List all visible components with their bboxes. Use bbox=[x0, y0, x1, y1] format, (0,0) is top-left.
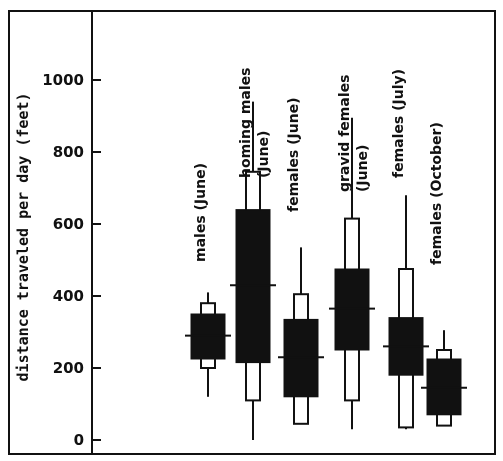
y-tick-label: 0 bbox=[74, 431, 84, 449]
box-group bbox=[185, 292, 231, 397]
group-label: (June) bbox=[355, 145, 371, 192]
y-tick-label: 1000 bbox=[42, 71, 84, 89]
plot-frame bbox=[8, 10, 496, 455]
group-label: homing males bbox=[238, 68, 254, 179]
group-label: males (June) bbox=[193, 163, 209, 262]
box-group bbox=[278, 247, 324, 425]
y-tick-label: 800 bbox=[53, 143, 84, 161]
y-ticks: 0 200 400 600 800 1000 bbox=[42, 71, 101, 449]
y-tick-label: 600 bbox=[53, 215, 84, 233]
group-label: females (October) bbox=[429, 122, 445, 265]
y-axis-title: distance traveled per day (feet) bbox=[14, 93, 32, 382]
group-label: gravid females bbox=[337, 75, 353, 192]
group-label: females (July) bbox=[391, 69, 407, 178]
group-labels: males (June)homing males (June) females (J… bbox=[193, 68, 445, 266]
box-plots bbox=[185, 101, 467, 440]
box-group bbox=[230, 101, 276, 440]
box-group bbox=[421, 330, 467, 427]
box-group bbox=[383, 195, 429, 430]
group-label: (June) bbox=[256, 131, 272, 178]
box-group bbox=[329, 117, 375, 430]
y-tick-label: 400 bbox=[53, 287, 84, 305]
group-label: females (June) bbox=[286, 97, 302, 212]
y-tick-label: 200 bbox=[53, 359, 84, 377]
